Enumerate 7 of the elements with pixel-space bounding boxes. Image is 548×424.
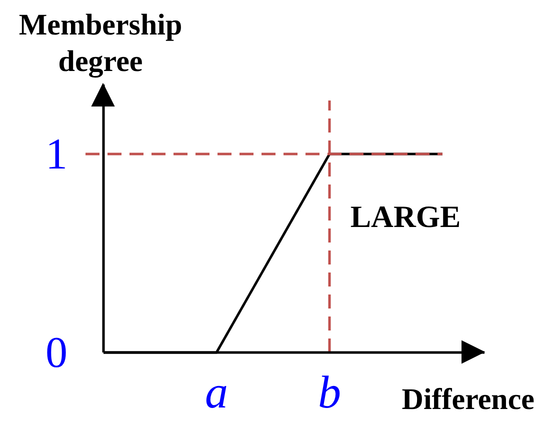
- y-tick-label: 0: [46, 328, 68, 377]
- x-axis-title: Difference: [402, 383, 535, 416]
- annotation: LARGE: [350, 199, 461, 234]
- y-tick-label: 1: [46, 129, 68, 178]
- y-axis-title: Membership degree: [18, 8, 182, 78]
- x-tick-label: b: [318, 366, 341, 418]
- x-tick-label: a: [205, 366, 228, 418]
